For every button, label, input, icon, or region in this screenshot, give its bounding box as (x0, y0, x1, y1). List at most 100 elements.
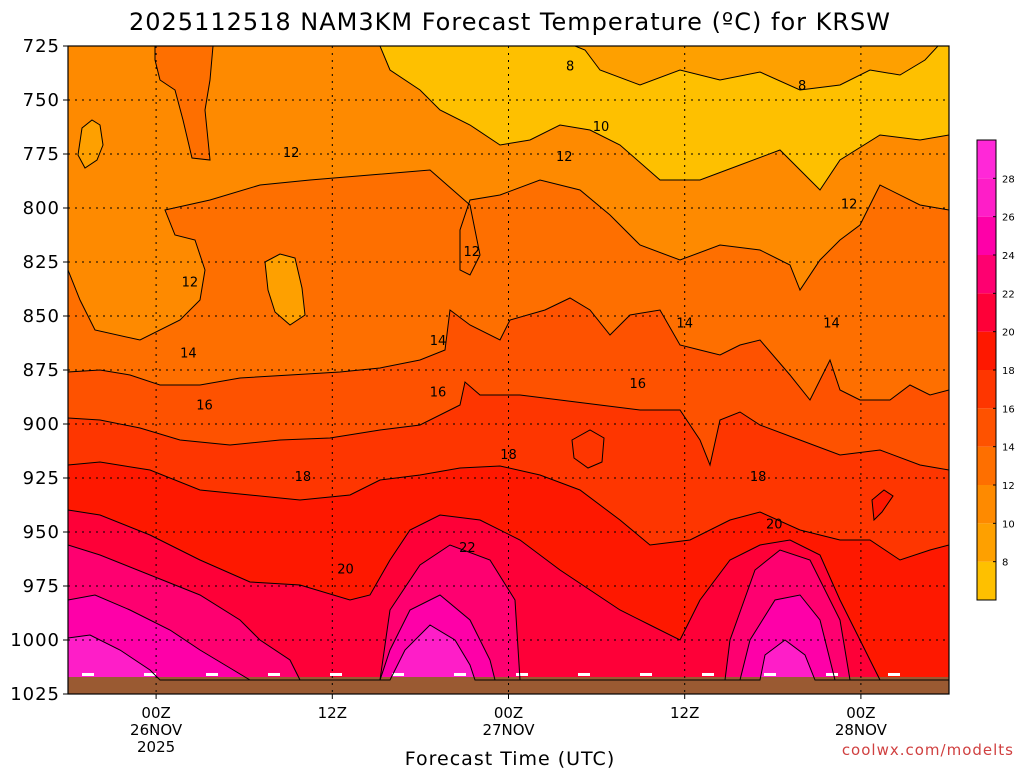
x-tick-sublabel: 2025 (137, 738, 175, 756)
y-tick-label: 800 (23, 198, 60, 219)
x-tick-label: 00Z (494, 704, 523, 722)
contour-20 (68, 509, 949, 681)
contour-14 (68, 297, 949, 401)
pressure-axis: 725 750 775 800 825 850 875 900 925 950 975 1000 102… (10, 36, 68, 705)
colorbar-tick-label: 10 (1002, 519, 1015, 530)
y-tick-label: 825 (23, 252, 60, 273)
contour-label: 18 (750, 470, 767, 485)
x-tick-label: 12Z (670, 704, 699, 722)
y-tick-label: 975 (23, 576, 60, 597)
y-tick-label: 775 (23, 144, 60, 165)
y-tick-label: 750 (23, 90, 60, 111)
y-tick-label: 900 (23, 414, 60, 435)
surface-mark (392, 673, 404, 676)
colorbar-tick-label: 8 (1002, 558, 1008, 569)
contour-label: 16 (196, 399, 213, 414)
x-tick-label: 00Z (846, 704, 875, 722)
warm-pocket-2 (871, 489, 894, 522)
colorbar-tick-label: 18 (1002, 366, 1015, 377)
colorbar: 8 10 12 14 16 18 20 22 24 26 28 (976, 139, 1015, 601)
x-tick-sublabel: 28NOV (835, 721, 888, 739)
grid-lines (68, 46, 949, 694)
contour-label: 12 (283, 146, 300, 161)
surface-mark (702, 673, 714, 676)
colorbar-segment (977, 523, 996, 562)
y-tick-label: 850 (23, 306, 60, 327)
surface-mark (82, 673, 94, 676)
warm-tongue-aloft (154, 46, 214, 161)
contour-label: 12 (556, 150, 573, 165)
contour-label: 14 (180, 347, 197, 362)
colorbar-tick-label: 28 (1002, 174, 1015, 185)
x-tick-label: 12Z (318, 704, 347, 722)
contour-8 (68, 46, 949, 191)
contour-24 (68, 594, 949, 681)
contour-label: 20 (337, 563, 354, 578)
surface-mark (826, 673, 838, 676)
contour-label: 20 (766, 517, 783, 532)
contour-label: 12 (182, 275, 199, 290)
contour-label: 18 (295, 470, 312, 485)
band-22 (68, 545, 949, 694)
surface-mark (330, 673, 342, 676)
contour-label: 14 (676, 316, 693, 331)
colorbar-segment (977, 331, 996, 370)
contour-label: 12 (841, 198, 858, 213)
x-axis-title: Forecast Time (UTC) (405, 748, 615, 768)
colorbar-tick-label: 20 (1002, 328, 1015, 339)
contour-label: 14 (430, 334, 447, 349)
x-tick-sublabel: 26NOV (130, 721, 183, 739)
chart-title: 2025112518 NAM3KM Forecast Temperature (… (129, 8, 891, 36)
contour-label: 8 (798, 79, 806, 94)
colorbar-segment (977, 485, 996, 524)
x-tick-sublabel: 27NOV (482, 721, 535, 739)
surface-mark (454, 673, 466, 676)
surface-mark (640, 673, 652, 676)
colorbar-segment (977, 408, 996, 447)
contour-label: 10 (593, 120, 610, 135)
surface-mark (516, 673, 528, 676)
contour-label: 16 (629, 377, 646, 392)
y-tick-label: 875 (23, 360, 60, 381)
contour-label: 22 (459, 541, 476, 556)
y-tick-label: 950 (23, 522, 60, 543)
colorbar-segment (977, 255, 996, 294)
credit-text: coolwx.com/modelts (842, 741, 1014, 759)
colorbar-segment (977, 446, 996, 485)
colorbar-tick-label: 16 (1002, 404, 1015, 415)
contour-lines (68, 46, 949, 681)
ground-surface (68, 677, 949, 694)
contour-12 (68, 169, 949, 341)
colorbar-segment (977, 370, 996, 409)
colorbar-segment (977, 140, 996, 179)
band-10 (68, 46, 938, 90)
colorbar-segment (977, 293, 996, 332)
colorbar-tick-label: 26 (1002, 213, 1015, 224)
surface-mark (764, 673, 776, 676)
contour-label: 12 (464, 245, 481, 260)
surface-mark (206, 673, 218, 676)
contour-18 (68, 461, 949, 561)
contour-label: 8 (566, 59, 574, 74)
colorbar-tick-label: 24 (1002, 251, 1015, 262)
cool-pocket-1 (77, 119, 104, 169)
colorbar-tick-label: 22 (1002, 289, 1015, 300)
surface-marks (82, 673, 900, 676)
y-tick-label: 1025 (10, 684, 60, 705)
surface-mark (888, 673, 900, 676)
surface-mark (578, 673, 590, 676)
y-tick-label: 725 (23, 36, 60, 57)
surface-mark (268, 673, 280, 676)
contour-label: 18 (500, 448, 517, 463)
colorbar-segment (977, 216, 996, 255)
contour-10 (68, 46, 939, 91)
contour-labels: 8 8 10 12 12 12 12 12 14 14 14 14 16 16 16 18 18 18 20 20 22 (180, 59, 857, 577)
y-tick-label: 1000 (10, 630, 60, 651)
warm-pocket (571, 429, 605, 469)
colorbar-segment (977, 561, 996, 600)
contour-label: 14 (823, 316, 840, 331)
x-tick-label: 00Z (141, 704, 170, 722)
contour-22 (68, 544, 949, 681)
colorbar-tick-label: 14 (1002, 443, 1015, 454)
